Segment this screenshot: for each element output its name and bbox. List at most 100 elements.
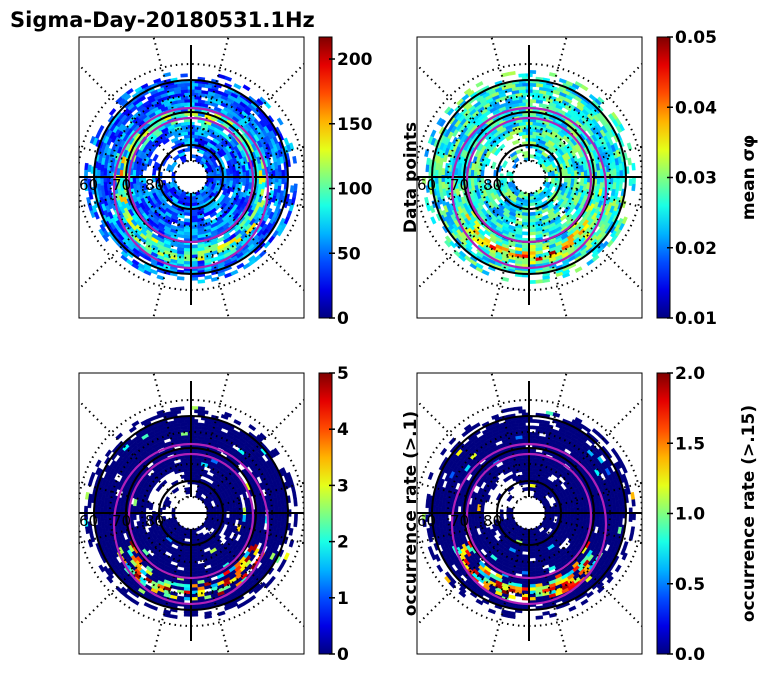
heatmap-bin — [521, 583, 530, 588]
heatmap-bin — [528, 596, 537, 601]
dotted-mlt-line — [201, 63, 304, 167]
lat-label-80: 80 — [483, 176, 502, 194]
heatmap-bin — [528, 570, 537, 575]
heatmap-bin — [528, 231, 537, 236]
heatmap-bin — [521, 580, 530, 585]
heatmap-bin — [535, 279, 544, 284]
heatmap-bin — [183, 612, 192, 617]
heatmap-bin — [209, 468, 218, 476]
plot-frame — [78, 372, 305, 655]
heatmap-bin — [427, 546, 434, 555]
heatmap-bin — [274, 168, 279, 176]
heatmap-bin — [248, 594, 257, 603]
heatmap-bin — [444, 169, 449, 178]
heatmap-bin — [535, 615, 544, 620]
heatmap-bin — [190, 567, 199, 572]
colorbar-tick-label: 0.02 — [675, 239, 717, 259]
heatmap-bin — [233, 419, 242, 426]
heatmap-bin — [550, 176, 556, 184]
dotted-mlt-line — [206, 481, 304, 510]
heatmap-bin — [630, 491, 636, 500]
heatmap-bin — [132, 505, 137, 514]
heatmap-bin — [183, 580, 192, 585]
heatmap-bin — [521, 260, 530, 265]
heatmap-bin — [176, 595, 185, 601]
heatmap-bin — [619, 169, 623, 178]
heatmap-bin — [454, 168, 459, 176]
heatmap-bin — [548, 72, 557, 78]
figure-title: Sigma-Day-20180531.1Hz — [10, 8, 315, 32]
heatmap-bin — [493, 148, 501, 157]
lat-label-60: 60 — [417, 176, 436, 194]
heatmap-bin — [292, 491, 298, 500]
heatmap-bin — [224, 75, 233, 82]
dotted-mlt-line — [79, 63, 181, 167]
heatmap-bin — [106, 575, 114, 584]
heatmap-bin — [632, 512, 636, 521]
heatmap-bin — [245, 169, 250, 178]
polar-plot: 60 70 80 — [79, 37, 304, 318]
heatmap-bin — [153, 414, 162, 420]
dotted-mlt-line — [79, 523, 181, 627]
heatmap-bin — [190, 99, 199, 104]
heatmap-bin — [248, 423, 257, 432]
heatmap-bin — [528, 419, 537, 423]
heatmap-bin — [194, 409, 202, 414]
heatmap-bin — [197, 279, 206, 284]
colorbar-label: Data points — [401, 122, 421, 233]
heatmap-bin — [528, 586, 537, 591]
heatmap-bin — [628, 178, 633, 186]
heatmap-bin — [436, 564, 444, 573]
heatmap-bin — [93, 211, 100, 220]
heatmap-bin — [528, 435, 537, 440]
heatmap-bin — [183, 83, 192, 87]
heatmap-bin — [528, 92, 537, 97]
heatmap-bin — [180, 73, 188, 78]
heatmap-bin — [128, 425, 137, 433]
heatmap-bin — [451, 129, 459, 138]
heatmap-bin — [183, 419, 192, 423]
heatmap-bin — [183, 244, 192, 249]
heatmap-bin — [528, 250, 537, 255]
dotted-mlt-line — [194, 37, 230, 162]
heatmap-bin — [532, 425, 540, 430]
heatmap-bin — [170, 564, 179, 570]
heatmap-bin — [247, 254, 256, 263]
heatmap-bin — [521, 586, 530, 591]
auroral-oval-outer — [112, 106, 270, 270]
heatmap-bin — [190, 83, 199, 87]
heatmap-bin — [552, 412, 561, 418]
heatmap-bin — [258, 169, 263, 178]
heatmap-bin — [258, 176, 263, 185]
auroral-oval-inner — [465, 116, 593, 244]
heatmap-bin — [277, 178, 282, 186]
heatmap-bin — [286, 210, 293, 219]
heatmap-bin — [261, 504, 266, 512]
heatmap-bin — [279, 217, 286, 226]
heatmap-bin — [230, 269, 239, 276]
heatmap-bin — [601, 240, 609, 249]
heatmap-bin — [585, 590, 594, 599]
heatmap-bin — [190, 580, 199, 585]
heatmap-bin — [528, 590, 537, 595]
heatmap-bin — [521, 419, 530, 423]
heatmap-bin — [171, 486, 180, 494]
heatmap-bin — [258, 505, 263, 514]
heatmap-bin — [116, 168, 121, 176]
heatmap-bin — [202, 532, 211, 540]
heatmap-bin — [183, 596, 192, 601]
heatmap-bin — [528, 247, 537, 252]
dotted-mlt-line — [152, 37, 188, 162]
heatmap-bin — [548, 612, 557, 618]
heatmap-bin — [528, 244, 537, 249]
heatmap-bin — [558, 78, 567, 84]
heatmap-bin — [536, 159, 544, 166]
heatmap-bin — [100, 514, 105, 522]
heatmap-bin — [521, 83, 530, 87]
heatmap-bin — [615, 514, 620, 522]
heatmap-bin — [183, 567, 192, 572]
heatmap-bin — [507, 70, 516, 76]
dotted-mlt-line — [79, 187, 181, 291]
